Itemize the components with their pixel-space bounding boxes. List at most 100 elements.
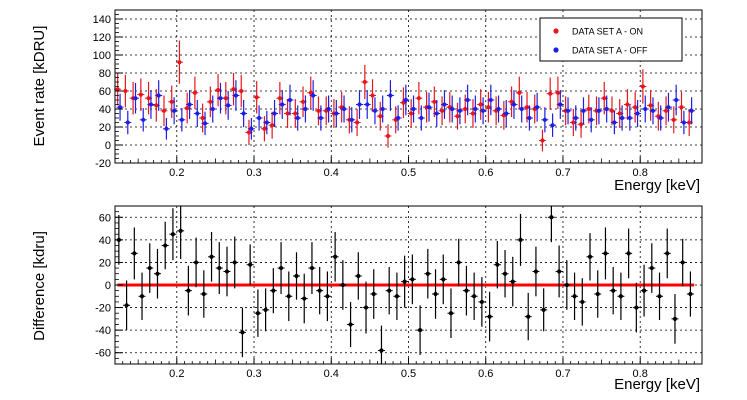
top-point-data-set-a-on: [160, 95, 168, 127]
bottom-point-difference: [138, 272, 146, 320]
bottom-y-tick-label: -20: [95, 303, 111, 315]
top-point-data-set-a-on: [670, 106, 678, 134]
top-point-data-set-a-off: [132, 82, 140, 114]
data-marker: [179, 117, 184, 122]
data-marker: [496, 106, 501, 112]
bottom-point-difference: [262, 288, 270, 332]
data-marker: [161, 108, 167, 113]
data-marker: [620, 115, 625, 121]
data-marker: [409, 111, 414, 116]
data-marker: [540, 138, 545, 143]
top-point-data-set-a-off: [186, 90, 194, 119]
bottom-point-difference: [493, 240, 501, 289]
bottom-point-difference: [524, 292, 532, 341]
data-marker: [411, 106, 416, 112]
data-marker: [349, 117, 354, 122]
data-marker: [357, 102, 362, 107]
bottom-point-difference: [393, 272, 401, 320]
bottom-point-difference: [238, 307, 246, 358]
top-point-data-set-a-off: [510, 90, 518, 119]
bottom-point-difference: [184, 265, 192, 316]
data-marker: [666, 105, 671, 110]
bottom-point-difference: [408, 254, 416, 305]
top-point-data-set-a-on: [585, 94, 593, 124]
top-point-data-set-a-off: [587, 107, 595, 133]
data-marker: [334, 111, 339, 116]
data-marker: [463, 106, 468, 112]
bottom-point-difference: [192, 237, 200, 288]
top-point-data-set-a-off: [556, 90, 564, 119]
top-point-data-set-a-on: [515, 76, 523, 109]
top-point-data-set-a-off: [162, 118, 170, 140]
top-point-data-set-a-off: [579, 97, 587, 125]
data-marker: [611, 288, 616, 293]
data-marker: [380, 106, 385, 112]
top-point-data-set-a-off: [355, 90, 363, 119]
data-marker: [441, 277, 446, 282]
top-point-data-set-a-off: [549, 113, 557, 137]
top-x-tick-label: 0.2: [169, 167, 184, 179]
data-marker: [340, 282, 345, 288]
data-marker: [633, 105, 638, 110]
data-marker: [680, 260, 685, 265]
top-point-data-set-a-off: [433, 100, 441, 127]
top-point-data-set-a-off: [386, 80, 394, 111]
data-marker: [674, 97, 679, 103]
data-marker: [465, 97, 470, 103]
data-marker: [648, 103, 653, 108]
top-panel: 0.2 0.3 0.4 0.5 0.6 0.7 0.8 -20 0 20 40 60 80 100 120 1…: [31, 9, 703, 194]
data-marker: [218, 96, 223, 101]
data-marker: [325, 294, 330, 299]
top-point-data-set-a-off: [425, 92, 433, 122]
data-marker: [232, 260, 237, 265]
data-marker: [124, 303, 129, 308]
data-marker: [333, 254, 338, 259]
data-marker: [164, 126, 169, 131]
data-marker: [541, 307, 546, 312]
bottom-point-difference: [347, 301, 355, 348]
data-marker: [231, 87, 236, 92]
data-marker: [432, 99, 437, 104]
top-x-tick-label: 0.5: [401, 167, 416, 179]
top-point-data-set-a-on: [538, 129, 546, 152]
data-marker: [687, 120, 692, 125]
data-marker: [425, 271, 430, 276]
bottom-point-difference: [439, 254, 447, 305]
bottom-point-difference: [231, 236, 239, 289]
data-marker: [688, 291, 693, 297]
data-marker: [348, 322, 353, 327]
top-point-data-set-a-off: [641, 95, 649, 123]
bottom-point-difference: [208, 231, 216, 282]
top-point-data-set-a-off: [634, 100, 642, 127]
data-marker: [146, 96, 151, 101]
top-x-tick-label: 0.7: [555, 167, 570, 179]
bottom-point-difference: [416, 305, 424, 355]
data-marker: [518, 237, 523, 242]
bottom-point-difference: [331, 231, 339, 282]
bottom-point-difference: [571, 272, 579, 320]
bottom-point-difference: [540, 288, 548, 332]
data-marker: [403, 97, 408, 103]
top-ticks: 0.2 0.3 0.4 0.5 0.6 0.7 0.8 -20 0 20 40 60 80 100 120 1…: [93, 9, 695, 179]
top-x-tick-label: 0.3: [246, 167, 261, 179]
data-marker: [326, 106, 331, 112]
data-marker: [587, 254, 593, 259]
data-marker: [635, 111, 640, 116]
data-marker: [311, 93, 316, 98]
top-point-data-set-a-off: [471, 95, 479, 123]
bottom-point-difference: [354, 252, 362, 300]
top-point-data-set-a-off: [479, 97, 487, 125]
bottom-point-difference: [447, 288, 455, 339]
bottom-point-difference: [200, 270, 208, 318]
top-point-data-set-a-off: [325, 95, 333, 123]
bottom-point-difference: [293, 252, 301, 300]
legend-marker-on: [553, 28, 559, 34]
bottom-point-difference: [300, 273, 308, 324]
data-marker: [270, 123, 275, 128]
data-marker: [249, 126, 254, 131]
data-marker: [278, 265, 284, 271]
top-point-data-set-a-off: [232, 80, 240, 111]
data-marker: [488, 97, 493, 103]
top-point-data-set-a-off: [340, 95, 348, 123]
bottom-point-difference: [625, 228, 633, 279]
